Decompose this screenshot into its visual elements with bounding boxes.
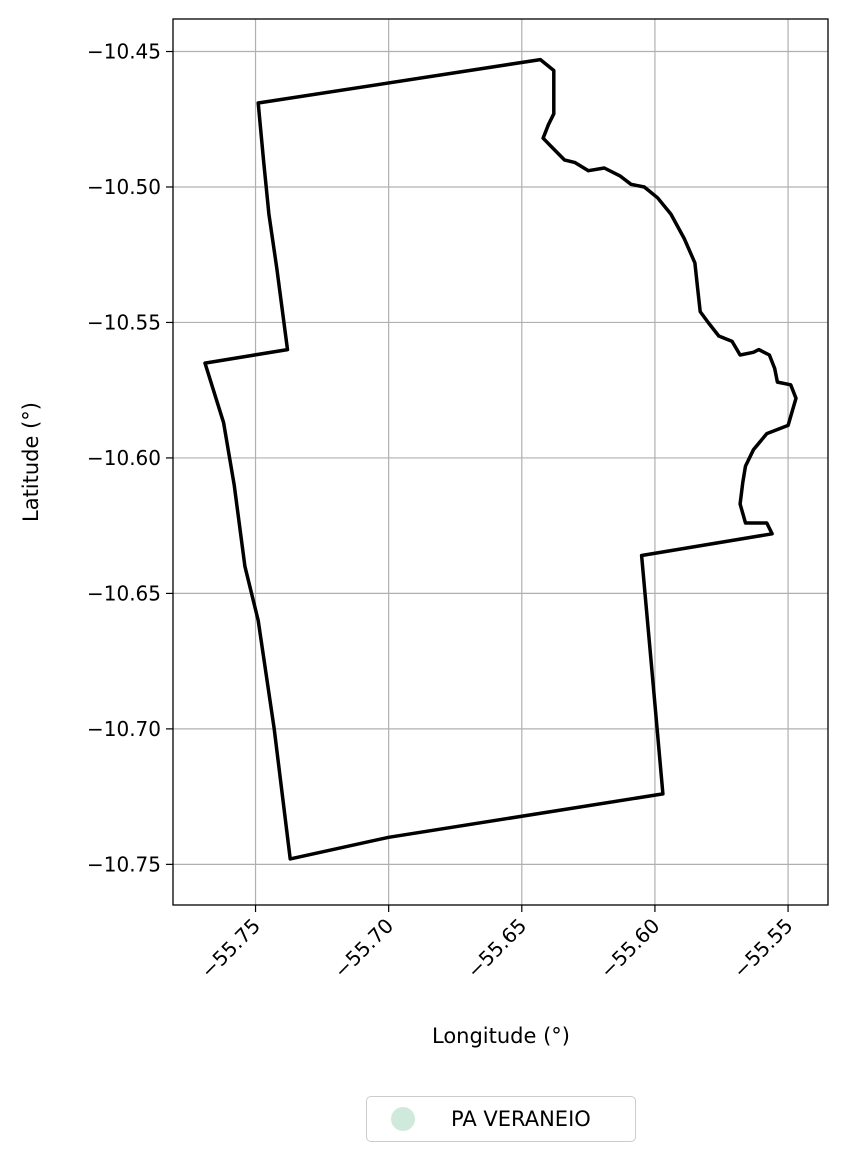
x-axis-label: Longitude (°) [432, 1024, 570, 1048]
legend-marker [391, 1107, 415, 1131]
legend: PA VERANEIO [366, 1096, 636, 1142]
x-tick-label: −55.75 [196, 914, 265, 983]
x-tick-label: −55.70 [329, 914, 398, 983]
y-tick-label: −10.65 [87, 581, 161, 605]
y-tick-label: −10.60 [87, 446, 161, 470]
y-tick-label: −10.70 [87, 717, 161, 741]
axes-frame [172, 18, 829, 906]
boundary-layer [203, 57, 798, 861]
y-tick-label: −10.50 [87, 175, 161, 199]
y-axis-label: Latitude (°) [19, 402, 43, 522]
x-tick-label: −55.55 [728, 914, 797, 983]
grid [173, 19, 828, 905]
y-tick-label: −10.45 [87, 40, 161, 64]
x-tick-label: −55.65 [462, 914, 531, 983]
x-tick-label: −55.60 [595, 914, 664, 983]
y-tick-label: −10.75 [87, 852, 161, 876]
y-tick-label: −10.55 [87, 310, 161, 334]
ticks: −55.75 −55.70 −55.65 −55.60 −55.55 −10.45 −10.… [87, 40, 798, 983]
boundary-outline [203, 57, 798, 861]
legend-label: PA VERANEIO [451, 1107, 591, 1131]
